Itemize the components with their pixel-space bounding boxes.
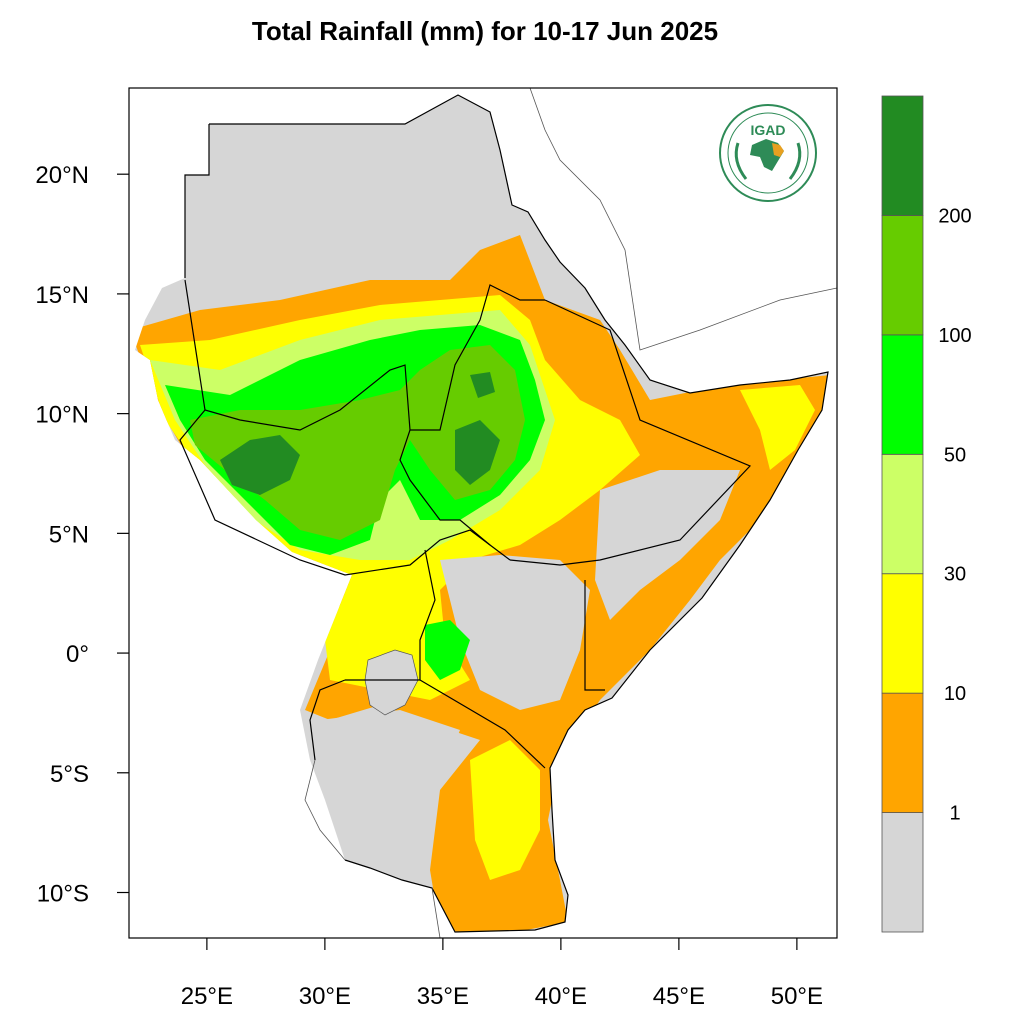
laurel-left-icon bbox=[734, 142, 748, 180]
igad-region-icon bbox=[772, 143, 784, 157]
border-ethiopia-east bbox=[509, 299, 752, 566]
border-ethiopia-west bbox=[399, 429, 491, 546]
laurel-right-icon bbox=[788, 142, 802, 180]
rain-band-100-200mm bbox=[190, 345, 525, 540]
lat-tick-label: 0° bbox=[66, 641, 89, 668]
lat-axis: 20°N 15°N 10°N 5°N 0° 5°S 10°S bbox=[35, 162, 129, 908]
rain-band-over-200mm-a bbox=[220, 435, 300, 495]
yellow-patch-horn bbox=[740, 385, 815, 470]
legend-label: 30 bbox=[944, 564, 966, 586]
border-kenya-somalia bbox=[584, 580, 605, 691]
rainfall-field bbox=[135, 95, 828, 932]
map-frame bbox=[128, 87, 838, 939]
lon-axis: 25°E 30°E 35°E 40°E 45°E 50°E bbox=[181, 938, 823, 1010]
lon-tick-label: 35°E bbox=[417, 983, 469, 1010]
lat-tick-label: 5°S bbox=[50, 761, 89, 788]
border-sudan-egypt bbox=[184, 124, 210, 278]
legend-swatch bbox=[881, 215, 924, 336]
legend-label: 50 bbox=[944, 444, 966, 466]
legend-swatch bbox=[881, 95, 924, 216]
legend-label: 100 bbox=[938, 325, 971, 347]
border-kenya-tanzania bbox=[419, 679, 546, 769]
lon-tick-label: 50°E bbox=[771, 983, 823, 1010]
yellow-patch-tanzania bbox=[470, 740, 540, 880]
lon-tick-label: 25°E bbox=[181, 983, 233, 1010]
coastline bbox=[209, 94, 829, 933]
legend-colorbar: 1 10 30 50 100 200 bbox=[881, 95, 972, 933]
rain-band-over-200mm-c bbox=[470, 372, 495, 398]
legend-swatch bbox=[881, 453, 924, 575]
lake-victoria bbox=[364, 649, 419, 716]
lat-tick-label: 5°N bbox=[49, 521, 89, 548]
lon-tick-label: 40°E bbox=[535, 983, 587, 1010]
legend-swatch bbox=[881, 692, 924, 813]
lon-tick-label: 30°E bbox=[299, 983, 351, 1010]
legend-swatch bbox=[881, 334, 924, 455]
legend-label: 200 bbox=[938, 205, 971, 227]
lat-tick-label: 15°N bbox=[35, 282, 89, 309]
border-uganda-kenya bbox=[419, 549, 436, 680]
legend-label: 1 bbox=[949, 803, 960, 825]
dry-area-kenya bbox=[440, 555, 590, 710]
border-south-sudan-south bbox=[179, 409, 511, 576]
dry-area-somalia bbox=[595, 470, 740, 620]
legend-swatch bbox=[881, 812, 924, 933]
rain-band-over-200mm-b bbox=[455, 420, 500, 485]
legend-label: 10 bbox=[944, 683, 966, 705]
border-sudan-south-sudan bbox=[184, 279, 545, 431]
country-borders bbox=[179, 124, 752, 769]
legend-swatch bbox=[881, 573, 924, 694]
lat-tick-label: 10°S bbox=[37, 881, 89, 908]
logo-text: IGAD bbox=[751, 122, 786, 138]
border-tanzania-west bbox=[309, 679, 346, 761]
map-title: Total Rainfall (mm) for 10-17 Jun 2025 bbox=[251, 16, 719, 46]
green-patch-lake-victoria bbox=[425, 620, 470, 680]
lat-tick-label: 20°N bbox=[35, 162, 89, 189]
lon-tick-label: 45°E bbox=[653, 983, 705, 1010]
lat-tick-label: 10°N bbox=[35, 402, 89, 429]
neighbor-borders bbox=[304, 87, 838, 939]
igad-logo: IGAD bbox=[719, 104, 817, 202]
dry-area-south bbox=[320, 710, 460, 870]
